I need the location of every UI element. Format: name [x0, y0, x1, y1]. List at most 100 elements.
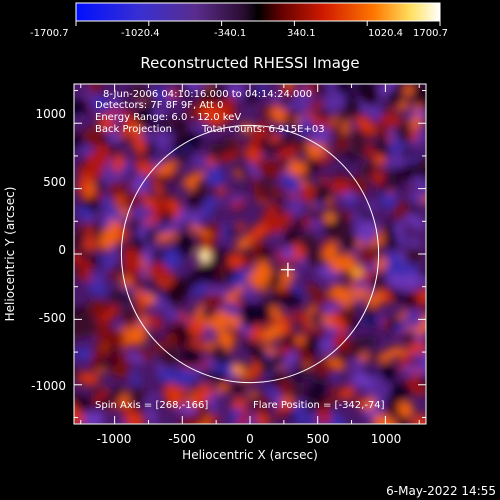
texture-blob: [141, 192, 158, 208]
texture-blob: [328, 253, 357, 273]
texture-blob: [354, 115, 377, 135]
texture-blob: [109, 364, 130, 378]
x-axis-label: Heliocentric X (arcsec): [182, 448, 318, 462]
texture-blob: [323, 91, 347, 113]
texture-blob: [241, 282, 256, 302]
texture-blob: [230, 380, 246, 394]
texture-blob: [403, 272, 423, 291]
texture-blob: [187, 243, 196, 251]
texture-blob: [404, 308, 424, 328]
texture-blob: [352, 210, 363, 229]
texture-blob: [177, 405, 198, 416]
texture-blob: [404, 246, 423, 265]
texture-blob: [153, 177, 163, 199]
texture-blob: [156, 160, 179, 176]
texture-blob: [236, 165, 252, 180]
texture-blob: [101, 95, 126, 114]
texture-blob: [409, 189, 424, 205]
texture-blob: [110, 208, 125, 224]
texture-blob: [121, 113, 137, 138]
texture-blob: [294, 345, 315, 366]
texture-blob: [204, 328, 214, 340]
texture-blob: [306, 283, 324, 300]
texture-blob: [121, 96, 132, 113]
texture-blob: [74, 100, 88, 117]
texture-blob: [131, 173, 150, 196]
texture-blob: [188, 225, 213, 239]
texture-blob: [409, 110, 426, 118]
texture-blob: [239, 302, 258, 329]
texture-blob: [400, 163, 418, 180]
texture-blob: [262, 288, 270, 304]
texture-blob: [122, 192, 141, 208]
texture-blob: [331, 177, 351, 195]
texture-blob: [107, 303, 119, 319]
texture-blob: [102, 328, 126, 348]
colorbar-tick-label: 1020.4: [368, 28, 403, 39]
texture-blob: [76, 347, 92, 358]
texture-blob: [306, 209, 320, 220]
texture-blob: [96, 357, 120, 369]
texture-blob: [142, 246, 154, 268]
texture-blob: [385, 395, 403, 421]
texture-blob: [187, 318, 205, 338]
texture-blob: [354, 277, 367, 291]
texture-blob: [164, 279, 190, 303]
colorbar-tick-label: -1700.7: [30, 28, 69, 39]
texture-blob: [182, 146, 195, 164]
texture-blob: [205, 156, 217, 166]
texture-blob: [108, 107, 122, 117]
texture-blob: [75, 371, 100, 385]
hot-spot: [351, 266, 363, 278]
hot-spot: [115, 195, 125, 205]
texture-blob: [248, 164, 256, 175]
texture-blob: [319, 392, 340, 412]
texture-blob: [351, 337, 363, 359]
texture-blob: [251, 358, 258, 382]
x-tick-label: -1000: [97, 432, 132, 446]
texture-blob: [345, 150, 356, 164]
texture-blob: [278, 91, 296, 107]
texture-blob: [146, 408, 158, 424]
texture-blob: [310, 160, 320, 175]
solar-image: [74, 84, 426, 424]
texture-blob: [187, 99, 212, 120]
texture-blob: [350, 370, 373, 389]
texture-blob: [138, 392, 162, 409]
texture-blob: [253, 185, 264, 199]
energy-range-text: Energy Range: 6.0 - 12.0 keV: [95, 112, 241, 123]
x-tick-label: -500: [168, 432, 195, 446]
texture-blob: [299, 184, 315, 202]
texture-blob: [142, 91, 156, 100]
detectors-text: Detectors: 7F 8F 9F, Att 0: [95, 100, 223, 111]
texture-blob: [133, 108, 154, 126]
texture-blob: [262, 144, 276, 156]
texture-blob: [332, 332, 348, 349]
texture-blob: [294, 88, 312, 114]
texture-blob: [202, 293, 225, 310]
texture-blob: [394, 120, 414, 144]
texture-blob: [188, 192, 203, 209]
y-tick-label: -1000: [31, 379, 66, 393]
texture-blob: [172, 154, 182, 164]
texture-blob: [217, 186, 227, 196]
texture-blob: [416, 378, 426, 390]
hot-spot: [202, 254, 208, 260]
texture-blob: [107, 244, 119, 268]
texture-blob: [74, 253, 83, 265]
texture-blob: [212, 309, 229, 333]
texture-blob: [165, 387, 186, 408]
texture-blob: [392, 201, 409, 220]
spin-axis-text: Spin Axis = [268,-166]: [95, 400, 208, 411]
texture-blob: [267, 353, 285, 370]
texture-blob: [221, 135, 233, 151]
texture-blob: [168, 90, 179, 98]
texture-blob: [189, 211, 201, 228]
texture-blob: [92, 386, 107, 406]
texture-blob: [137, 290, 147, 314]
texture-blob: [74, 372, 81, 381]
texture-blob: [248, 221, 270, 242]
texture-blob: [216, 150, 241, 164]
texture-blob: [379, 362, 396, 382]
texture-blob: [258, 278, 284, 289]
